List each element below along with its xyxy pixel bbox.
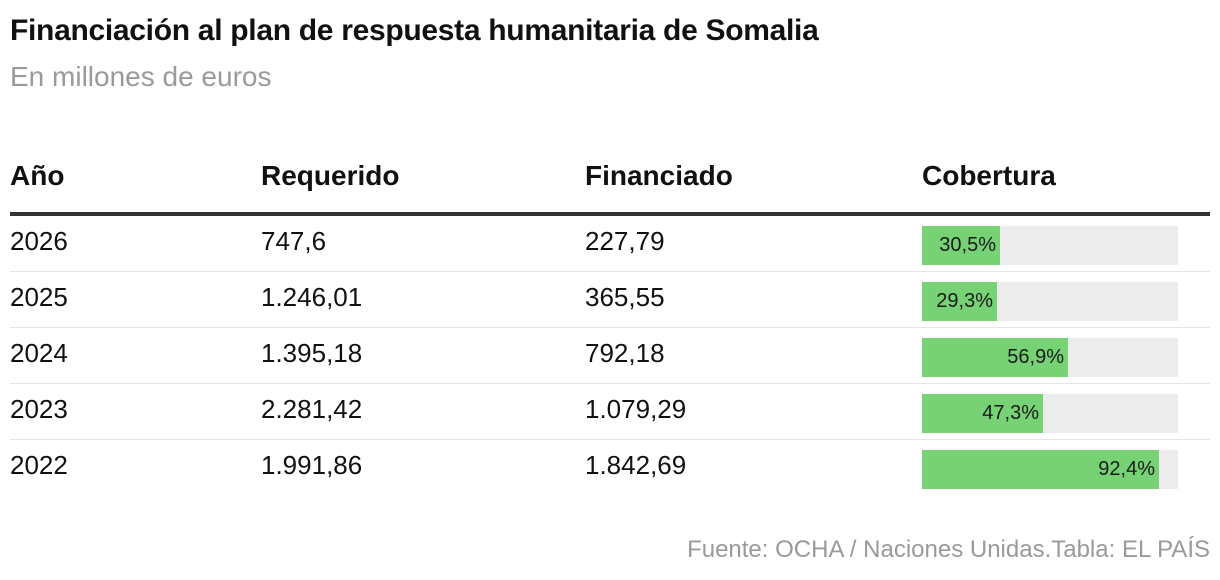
coverage-label: 47,3% bbox=[982, 402, 1039, 424]
column-header-funded: Financiado bbox=[585, 160, 733, 191]
source-note: Fuente: OCHA / Naciones Unidas.Tabla: EL… bbox=[687, 536, 1210, 563]
table-header: Año Requerido Financiado Cobertura bbox=[10, 156, 1210, 216]
required-cell: 747,6 bbox=[261, 226, 327, 256]
coverage-bar-track: 30,5% bbox=[922, 226, 1178, 265]
table-row: 2025 1.246,01 365,55 29,3% bbox=[10, 272, 1210, 328]
year-cell: 2024 bbox=[10, 338, 68, 368]
funded-cell: 1.842,69 bbox=[585, 450, 687, 480]
required-cell: 1.395,18 bbox=[261, 338, 363, 368]
column-header-year: Año bbox=[10, 160, 65, 191]
coverage-bar-track: 92,4% bbox=[922, 450, 1178, 489]
coverage-bar bbox=[922, 338, 1068, 377]
funding-table: Año Requerido Financiado Cobertura 2026 7… bbox=[10, 156, 1210, 495]
table-row: 2026 747,6 227,79 30,5% bbox=[10, 216, 1210, 272]
year-cell: 2026 bbox=[10, 226, 68, 256]
coverage-bar-track: 29,3% bbox=[922, 282, 1178, 321]
chart-subtitle: En millones de euros bbox=[10, 61, 272, 92]
coverage-bar bbox=[922, 394, 1043, 433]
table-row: 2023 2.281,42 1.079,29 47,3% bbox=[10, 384, 1210, 440]
coverage-label: 30,5% bbox=[939, 234, 996, 256]
table-body: 2026 747,6 227,79 30,5% 2025 1.246,01 365,55 29… bbox=[10, 216, 1210, 495]
chart-title: Financiación al plan de respuesta humani… bbox=[10, 14, 819, 47]
funded-cell: 365,55 bbox=[585, 282, 665, 312]
year-cell: 2022 bbox=[10, 450, 68, 480]
coverage-bar-track: 47,3% bbox=[922, 394, 1178, 433]
coverage-bar bbox=[922, 282, 997, 321]
column-header-coverage: Cobertura bbox=[922, 160, 1056, 191]
required-cell: 2.281,42 bbox=[261, 394, 363, 424]
coverage-label: 92,4% bbox=[1098, 458, 1155, 480]
funded-cell: 227,79 bbox=[585, 226, 665, 256]
column-header-required: Requerido bbox=[261, 160, 400, 191]
required-cell: 1.246,01 bbox=[261, 282, 363, 312]
table-row: 2022 1.991,86 1.842,69 92,4% bbox=[10, 440, 1210, 495]
year-cell: 2025 bbox=[10, 282, 68, 312]
coverage-bar-track: 56,9% bbox=[922, 338, 1178, 377]
coverage-bar bbox=[922, 226, 1000, 265]
funded-cell: 792,18 bbox=[585, 338, 665, 368]
coverage-label: 29,3% bbox=[936, 290, 993, 312]
required-cell: 1.991,86 bbox=[261, 450, 363, 480]
coverage-label: 56,9% bbox=[1007, 346, 1064, 368]
table-row: 2024 1.395,18 792,18 56,9% bbox=[10, 328, 1210, 384]
coverage-bar bbox=[922, 450, 1159, 489]
funded-cell: 1.079,29 bbox=[585, 394, 687, 424]
year-cell: 2023 bbox=[10, 394, 68, 424]
